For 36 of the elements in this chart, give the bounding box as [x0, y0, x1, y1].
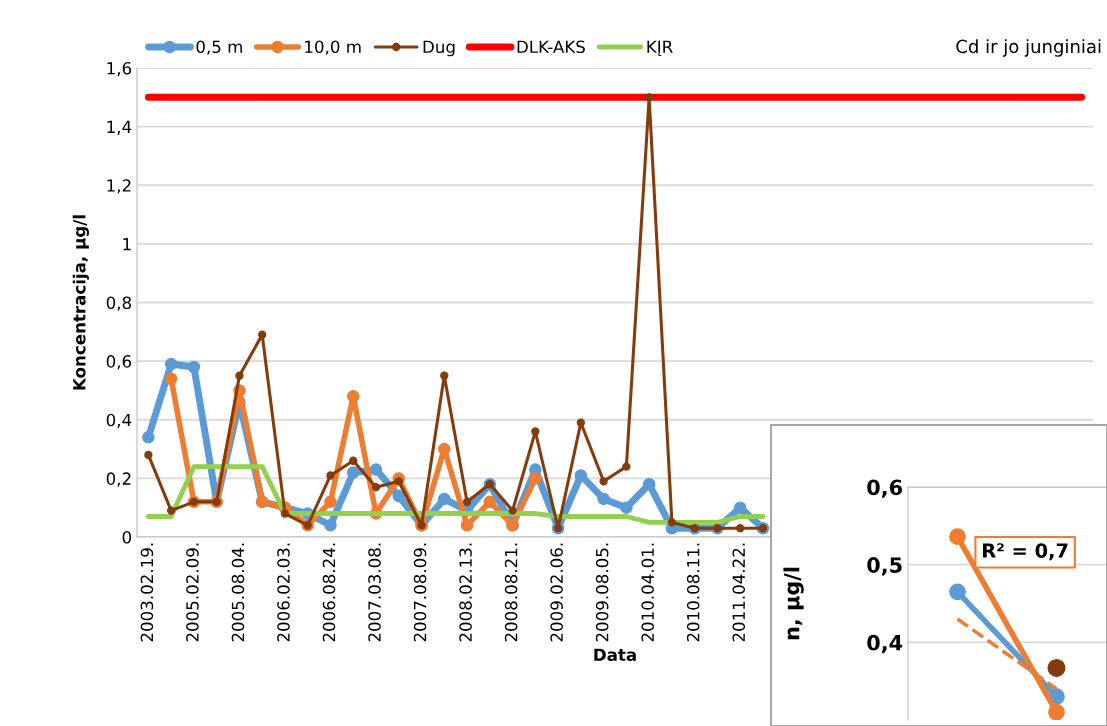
y-tick-label: 0,8 — [106, 296, 131, 311]
y-tick-label: 0,4 — [867, 634, 903, 654]
y-axis-title: n, µg/l — [783, 567, 804, 640]
y-tick-label: 1,4 — [107, 120, 132, 135]
x-tick-label: 2005.08.04. — [231, 543, 245, 642]
x-tick-label: 2007.08.09. — [413, 543, 427, 642]
x-tick-label: 2010.08.11. — [686, 543, 700, 642]
x-tick-label: 2006.08.24. — [322, 543, 336, 642]
x-tick-label: 2011.04.22. — [732, 543, 746, 642]
x-tick-label: 2008.08.21. — [504, 543, 518, 642]
x-tick-label: 2005.02.09. — [186, 543, 199, 642]
x-tick-label: 2010.04.01. — [641, 543, 654, 642]
y-tick-label: 0,6 — [867, 479, 903, 498]
y-tick-label: 0,6 — [106, 355, 132, 370]
legend-label: 0,5 m — [196, 40, 242, 55]
x-axis-title: Data — [594, 648, 636, 662]
annotation: R² = 0,7 — [983, 543, 1068, 561]
x-tick-label: 2007.03.08. — [368, 543, 381, 642]
y-tick-label: 1 — [123, 238, 131, 251]
y-tick-label: 1,2 — [107, 179, 131, 194]
x-tick-label: 2009.02.06. — [550, 543, 563, 642]
x-tick-label: 2009.08.05. — [595, 543, 609, 642]
legend-label: 10,0 m — [305, 40, 361, 55]
x-tick-label: 2008.02.13. — [459, 543, 472, 642]
y-axis-title: Koncentracija, µg/l — [72, 215, 89, 390]
x-tick-label: 2003.02.19. — [140, 543, 154, 642]
y-tick-label: 0,4 — [106, 413, 132, 429]
chart-title: Cd ir jo junginiai — [956, 39, 1101, 57]
x-tick-label: 2006.02.03. — [277, 543, 290, 642]
y-tick-label: 0,2 — [106, 472, 131, 487]
y-tick-label: 0,5 — [867, 557, 902, 576]
legend-label: DLK-AKS — [517, 40, 585, 54]
y-tick-label: 1,6 — [107, 61, 132, 77]
y-tick-label: 0 — [122, 530, 132, 544]
legend-label: KĮR — [647, 40, 673, 57]
legend-label: Dug — [423, 40, 455, 57]
